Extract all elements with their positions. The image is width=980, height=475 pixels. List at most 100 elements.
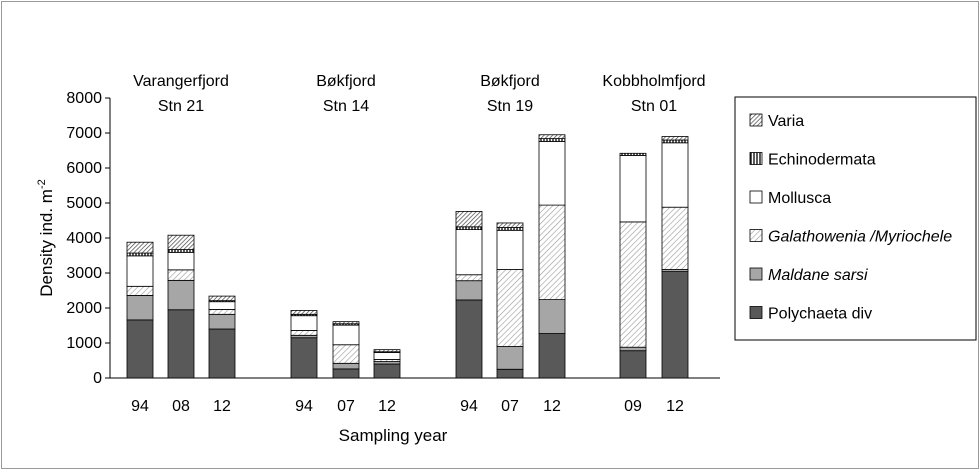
bar-segment	[455, 274, 483, 282]
bar-segment	[661, 206, 689, 270]
bar-segment	[496, 368, 524, 379]
legend-label: Galathowenia /Myriochele	[768, 229, 952, 246]
bar-segment	[332, 321, 360, 325]
y-tick-label: 7000	[66, 125, 102, 142]
legend-swatch	[749, 267, 763, 281]
bar-segment	[455, 226, 483, 231]
bar-segment	[455, 229, 483, 276]
group-station-label: Stn 21	[158, 98, 204, 115]
bar-segment	[167, 269, 195, 281]
legend-items: Varia Echinodermata Mollusca Galathowenia /…	[749, 113, 952, 323]
x-tick-label: 94	[295, 398, 313, 415]
x-tick-label: 12	[666, 398, 684, 415]
bar-segment	[455, 280, 483, 301]
bar-segment	[167, 279, 195, 311]
bar-segment	[208, 295, 236, 302]
bar-segment	[619, 221, 647, 348]
x-tick-label: 07	[501, 398, 519, 415]
group-name-label: Bøkfjord	[316, 73, 376, 90]
legend-label: Varia	[768, 113, 804, 130]
x-tick-label: 07	[337, 398, 355, 415]
bar-segment	[455, 299, 483, 379]
bar-segment	[538, 204, 566, 301]
bar-segment	[538, 299, 566, 334]
legend-box	[734, 96, 977, 341]
bar-segment	[496, 227, 524, 231]
group-station-label: Stn 19	[487, 98, 533, 115]
y-tick-label: 5000	[66, 195, 102, 212]
bar-segment	[126, 319, 154, 379]
bar-segment	[126, 294, 154, 321]
bar-segment	[126, 255, 154, 287]
bar-segment	[538, 333, 566, 379]
bar-segment	[496, 222, 524, 228]
group-station-label: Stn 14	[323, 98, 369, 115]
y-tick-label: 6000	[66, 160, 102, 177]
y-tick-label: 3000	[66, 265, 102, 282]
bar-segment	[290, 310, 318, 315]
bar-segment	[332, 344, 360, 364]
y-axis-title-superscript: -2	[36, 179, 48, 189]
x-tick-label: 12	[378, 398, 396, 415]
x-tick-label: 12	[543, 398, 561, 415]
bar-segment	[290, 329, 318, 336]
x-tick-label: 09	[624, 398, 642, 415]
bar-segment	[661, 271, 689, 379]
bar-segment	[126, 252, 154, 257]
bar-segment	[332, 368, 360, 379]
labels: 94 08 12 Varangerfjord Stn 21 94 07 12 Bøkfjord S…	[131, 73, 705, 415]
legend-swatch	[749, 229, 763, 242]
axes: 0 1000 2000 3000 4000 5000 6000 7000 8000	[66, 90, 720, 387]
x-tick-label: 08	[172, 398, 190, 415]
bar-segment	[455, 210, 483, 228]
bar-segment	[167, 249, 195, 253]
legend-label: Polychaeta div	[768, 306, 872, 323]
bar-segment	[373, 349, 401, 353]
bar-segment	[208, 301, 236, 310]
bar-segment	[619, 154, 647, 223]
legend-swatch	[749, 152, 763, 165]
y-axis-title-main: Density ind. m	[37, 189, 56, 297]
legend: Varia Echinodermata Mollusca Galathowenia /…	[734, 96, 977, 341]
y-tick-label: 0	[93, 370, 102, 387]
group-name-label: Kobbholmfjord	[602, 73, 705, 90]
bar-segment	[290, 315, 318, 331]
bar-segment	[619, 350, 647, 379]
bar-segment	[538, 140, 566, 206]
y-tick-label: 2000	[66, 300, 102, 317]
group-name-label: Varangerfjord	[133, 73, 229, 90]
bar-segment	[661, 136, 689, 141]
y-tick-label: 8000	[66, 90, 102, 107]
x-tick-label: 94	[460, 398, 478, 415]
bar-segment	[290, 337, 318, 379]
bar-segment	[167, 309, 195, 379]
x-axis-title: Sampling year	[339, 426, 448, 445]
bar-segment	[208, 328, 236, 379]
x-tick-label: 12	[213, 398, 231, 415]
y-axis-title: Density ind. m-2	[36, 179, 56, 296]
bar-segment	[661, 139, 689, 144]
legend-label: Mollusca	[768, 190, 831, 207]
legend-swatch	[749, 306, 763, 319]
bar-segment	[538, 138, 566, 142]
y-tick-label: 4000	[66, 230, 102, 247]
bar-segment	[126, 285, 154, 296]
bar-segment	[126, 241, 154, 254]
bar-segment	[373, 363, 401, 379]
bar-segment	[208, 308, 236, 315]
bar-segment	[373, 352, 401, 360]
bar-segment	[332, 362, 360, 370]
legend-swatch	[749, 190, 763, 204]
x-tick-label: 94	[131, 398, 149, 415]
legend-swatch	[749, 113, 763, 127]
bar-segment	[167, 234, 195, 250]
y-tick-label: 1000	[66, 335, 102, 352]
bar-segment	[619, 346, 647, 352]
legend-label: Maldane sarsi	[768, 267, 868, 284]
legend-label: Echinodermata	[768, 152, 876, 169]
bar-segment	[661, 142, 689, 208]
bar-segment	[496, 229, 524, 270]
